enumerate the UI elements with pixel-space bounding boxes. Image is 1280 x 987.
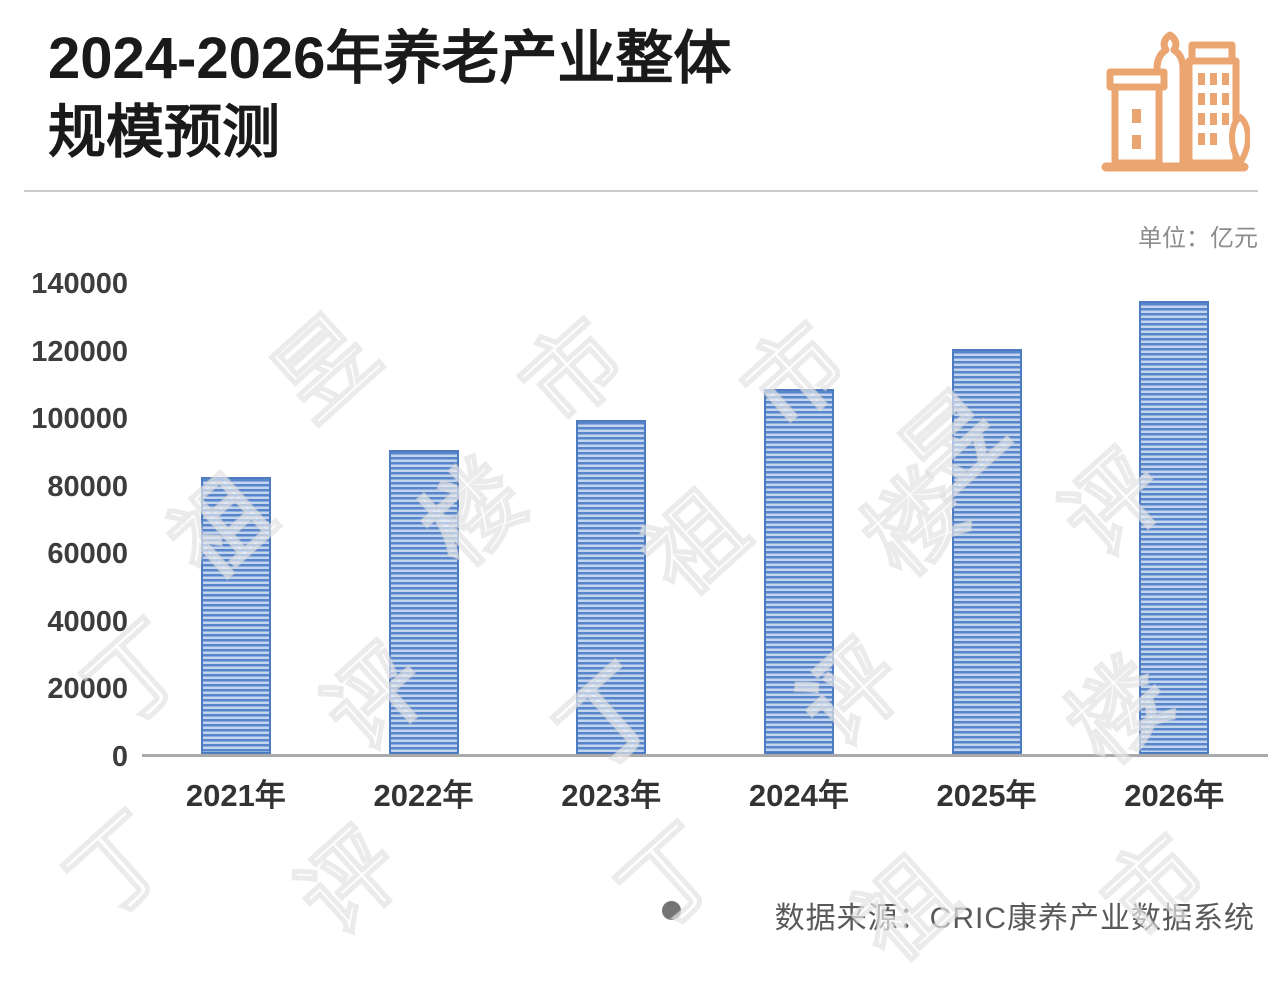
city-buildings-icon	[1100, 16, 1251, 178]
bar-2022年	[388, 450, 459, 754]
x-category-label: 2026年	[1124, 778, 1225, 813]
y-tick-label: 40000	[47, 605, 128, 638]
bar-slot	[330, 284, 518, 754]
x-category-label: 2024年	[748, 778, 849, 813]
x-category-label: 2021年	[185, 778, 286, 813]
bar-2023年	[576, 420, 647, 754]
bar-slot	[517, 284, 705, 754]
bar-2021年	[200, 477, 271, 754]
unit-label: 单位：亿元	[1138, 225, 1258, 252]
x-category-label: 2022年	[373, 778, 474, 813]
page-title-line2: 规模预测	[48, 100, 281, 165]
plot	[142, 284, 1268, 757]
bar-slot	[705, 284, 893, 754]
page-title: 2024-2026年养老产业整体 规模预测	[48, 22, 731, 170]
y-tick-label: 140000	[31, 268, 128, 300]
y-axis: 140000 120000 100000 80000 60000 40000 20000 0	[0, 268, 128, 773]
x-category-label: 2023年	[561, 778, 662, 813]
y-tick-label: 120000	[31, 335, 128, 368]
x-category-label: 2025年	[936, 778, 1037, 813]
y-tick-label: 20000	[47, 673, 128, 706]
source-bullet-icon	[662, 901, 681, 920]
header-divider	[24, 190, 1258, 192]
data-source-text: 数据来源：CRIC康养产业数据系统	[774, 902, 1255, 935]
y-tick-label: 0	[111, 741, 128, 773]
page-title-line1: 2024-2026年养老产业整体	[48, 26, 732, 91]
bar-slot	[142, 284, 330, 754]
bar-2026年	[1139, 301, 1210, 754]
y-tick-label: 60000	[47, 538, 128, 571]
bar-slot	[1080, 284, 1268, 754]
watermark-char: 市	[1084, 815, 1229, 961]
x-axis-labels: 2021年 2022年 2023年 2024年 2025年 2026年	[142, 770, 1268, 815]
y-tick-label: 80000	[47, 470, 128, 503]
bar-chart: 140000 120000 100000 80000 60000 40000 20000 0	[0, 268, 1280, 773]
y-tick-label: 100000	[31, 403, 128, 436]
watermark-char: 评	[278, 809, 423, 955]
bar-slot	[893, 284, 1081, 754]
bar-2025年	[951, 349, 1022, 754]
bar-2024年	[763, 389, 834, 754]
